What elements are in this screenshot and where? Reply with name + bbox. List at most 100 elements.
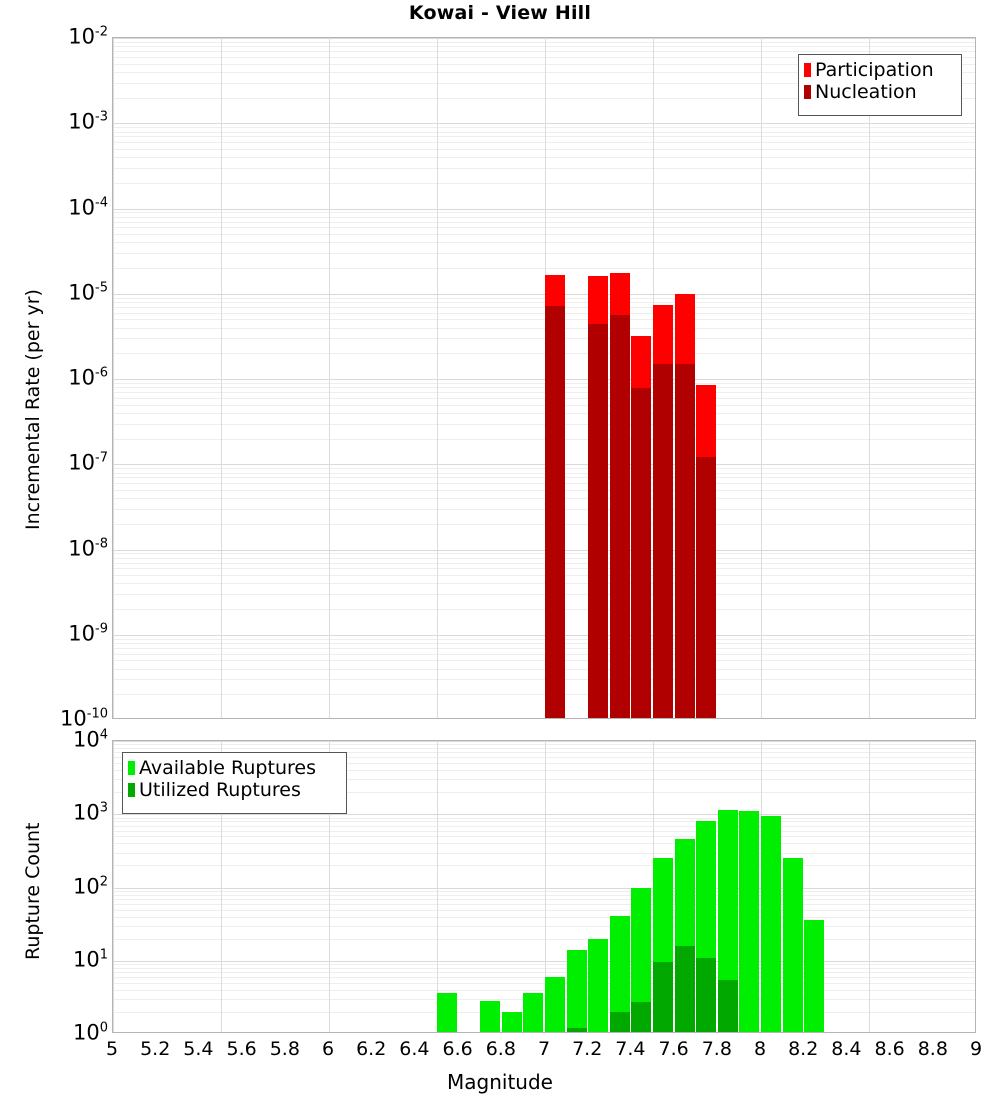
- square-swatch-icon: [804, 63, 811, 77]
- legend-item: Participation: [804, 59, 955, 81]
- x-axis-tick-label: 6.6: [442, 1038, 473, 1060]
- gridline-minor: [113, 972, 975, 974]
- gridline-major: [113, 634, 975, 636]
- gridline-minor: [113, 338, 975, 340]
- gridline-minor: [113, 694, 975, 696]
- gridline-vertical: [869, 741, 870, 1032]
- bar-segment: [631, 388, 652, 718]
- y-axis-tick-label: 102: [72, 874, 108, 898]
- gridline-minor: [113, 763, 975, 765]
- bar: [631, 887, 652, 1032]
- bar: [782, 858, 803, 1032]
- gridline-minor: [113, 679, 975, 681]
- gridline-major: [113, 464, 975, 466]
- bar: [696, 821, 717, 1032]
- gridline-vertical: [113, 741, 114, 1032]
- gridline-minor: [113, 967, 975, 969]
- gridline-major: [113, 379, 975, 380]
- rupture-count-legend: Available Ruptures Utilized Ruptures: [122, 752, 347, 814]
- x-axis-tick-label: 5.8: [269, 1038, 300, 1060]
- gridline-minor: [113, 523, 975, 525]
- gridline-major: [113, 293, 975, 295]
- gridline-minor: [113, 404, 975, 406]
- bar-segment: [588, 324, 609, 718]
- y-axis-tick-label: 10-3: [68, 109, 108, 134]
- bar-segment: [674, 945, 695, 1032]
- gridline-vertical: [221, 741, 222, 1032]
- gridline-vertical: [761, 38, 762, 718]
- gridline-minor: [113, 157, 975, 159]
- y-axis-tick-label: 10-5: [68, 280, 108, 305]
- gridline-minor: [113, 412, 975, 414]
- gridline-minor: [113, 397, 975, 399]
- bar: [545, 977, 566, 1032]
- gridline-minor: [113, 982, 975, 984]
- gridline-major: [113, 741, 975, 742]
- gridline-major: [113, 208, 975, 210]
- gridline-minor: [113, 41, 975, 43]
- gridline-minor: [113, 562, 975, 564]
- bar-segment: [609, 315, 630, 718]
- y-axis-tick-label: 104: [72, 727, 108, 752]
- x-axis-tick-label: 8.6: [874, 1038, 905, 1060]
- gridline-minor: [113, 744, 975, 746]
- bar: [739, 811, 760, 1032]
- gridline-minor: [113, 752, 975, 754]
- gridline-minor: [113, 472, 975, 474]
- bar: [523, 993, 544, 1032]
- bar: [545, 274, 566, 718]
- bar: [653, 858, 674, 1032]
- gridline-vertical: [545, 741, 546, 1032]
- legend-item-label: Nucleation: [815, 80, 917, 103]
- gridline-minor: [113, 242, 975, 244]
- gridline-minor: [113, 71, 975, 73]
- gridline-minor: [113, 830, 975, 832]
- gridline-minor: [113, 438, 975, 440]
- gridline-vertical: [437, 38, 438, 718]
- bar: [437, 993, 458, 1032]
- legend-item-label: Participation: [815, 58, 934, 81]
- bar: [588, 938, 609, 1032]
- bar-segment: [609, 1011, 630, 1032]
- bar: [566, 950, 587, 1032]
- gridline-minor: [113, 63, 975, 65]
- bar: [501, 1011, 522, 1032]
- gridline-minor: [113, 382, 975, 384]
- gridline-major: [113, 38, 975, 39]
- gridline-minor: [113, 212, 975, 214]
- x-axis-tick-label: 8.4: [831, 1038, 862, 1060]
- gridline-minor: [113, 312, 975, 314]
- gridline-minor: [113, 647, 975, 649]
- legend-item: Nucleation: [804, 81, 955, 103]
- square-swatch-icon: [804, 85, 811, 99]
- bar: [480, 1001, 501, 1032]
- gridline-minor: [113, 216, 975, 218]
- page-title: Kowai - View Hill: [408, 2, 592, 24]
- gridline-minor: [113, 594, 975, 596]
- gridline-minor: [113, 302, 975, 303]
- bar: [674, 294, 695, 718]
- bar: [588, 276, 609, 718]
- x-axis-tick-label: 6.2: [356, 1038, 387, 1060]
- gridline-minor: [113, 903, 975, 905]
- gridline-minor: [113, 253, 975, 255]
- gridline-minor: [113, 268, 975, 270]
- gridline-minor: [113, 568, 975, 570]
- x-axis-tick-label: 7.2: [572, 1038, 603, 1060]
- gridline-vertical: [329, 38, 330, 718]
- bar: [609, 272, 630, 718]
- incremental-rate-y-axis-label: Incremental Rate (per yr): [22, 289, 44, 530]
- gridline-vertical: [437, 741, 438, 1032]
- gridline-minor: [113, 989, 975, 991]
- x-axis-label: Magnitude: [447, 1070, 553, 1094]
- y-axis-tick-label: 100: [72, 1020, 108, 1045]
- y-axis-tick-label: 10-7: [68, 450, 108, 475]
- gridline-minor: [113, 483, 975, 485]
- gridline-vertical: [113, 38, 114, 718]
- gridline-minor: [113, 925, 975, 927]
- legend-item-label: Utilized Ruptures: [139, 778, 301, 801]
- gridline-minor: [113, 890, 975, 892]
- y-axis-tick-label: 10-10: [60, 706, 108, 731]
- bar: [631, 335, 652, 718]
- gridline-minor: [113, 757, 975, 759]
